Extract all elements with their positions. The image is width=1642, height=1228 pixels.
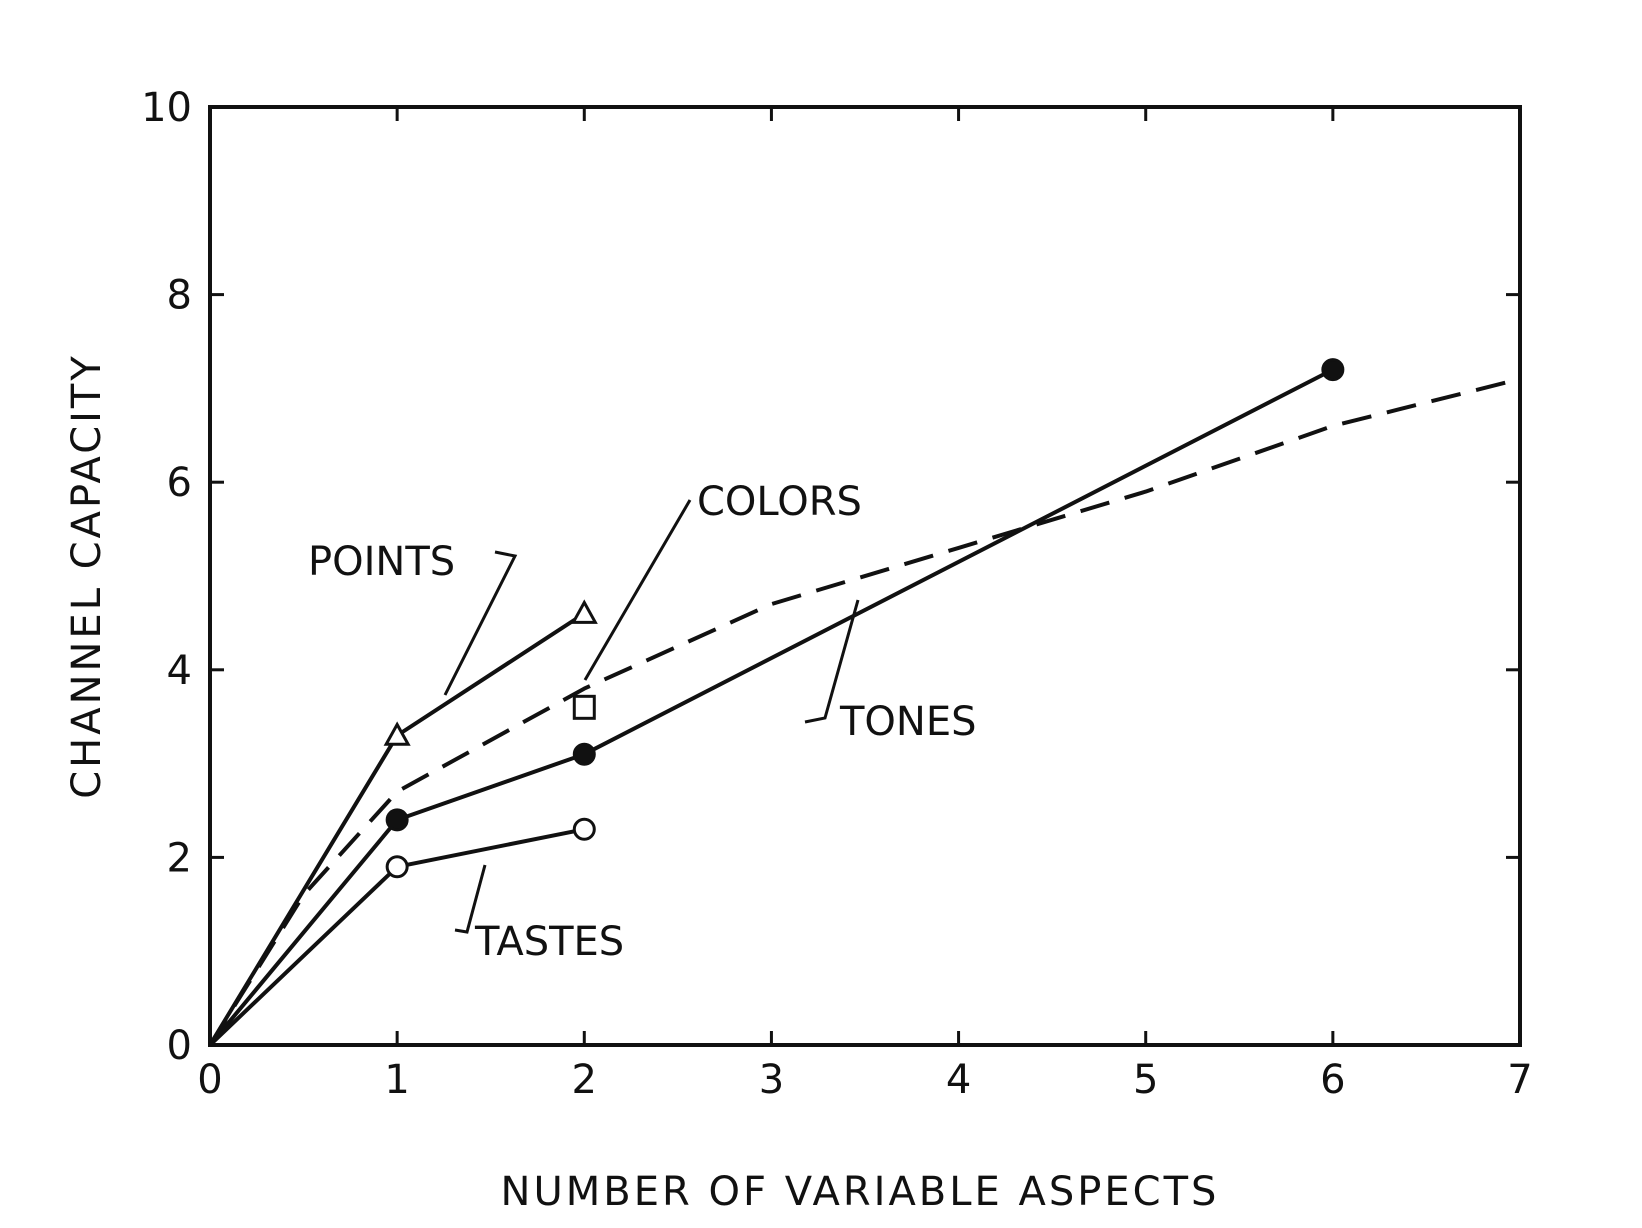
series-line-trend [208, 377, 1521, 1047]
x-tick-label-4: 4 [946, 1057, 971, 1103]
y-axis-ticks: 0 2 4 6 8 10 [141, 85, 1520, 1069]
annotation-colors: COLORS [697, 479, 862, 525]
point-points-1 [383, 721, 411, 746]
series-line-tones [208, 367, 1334, 1047]
point-tones-1 [385, 808, 409, 832]
series-layer [208, 358, 1521, 1047]
annotation-tones: TONES [839, 699, 977, 745]
point-tastes-2 [572, 817, 596, 841]
y-tick-label-1: 2 [167, 835, 192, 881]
y-tick-label-4: 8 [167, 273, 192, 319]
plot-frame [208, 105, 1522, 1047]
leader-points [443, 550, 518, 696]
x-tick-label-1: 1 [384, 1057, 409, 1103]
x-axis-ticks: 0 1 2 3 4 5 6 7 [197, 107, 1533, 1103]
y-tick-label-3: 6 [167, 460, 192, 506]
x-axis-title: NUMBER OF VARIABLE ASPECTS [501, 1169, 1220, 1215]
y-axis-title: CHANNEL CAPACITY [64, 353, 110, 799]
y-tick-label-5: 10 [141, 85, 192, 131]
x-tick-label-6: 6 [1320, 1057, 1345, 1103]
annotation-tastes: TASTES [474, 919, 624, 965]
leader-tastes [454, 864, 487, 934]
x-tick-label-2: 2 [572, 1057, 597, 1103]
x-tick-label-7: 7 [1507, 1057, 1532, 1103]
point-tastes-1 [385, 855, 409, 879]
y-tick-label-0: 0 [167, 1023, 192, 1069]
x-tick-label-3: 3 [759, 1057, 784, 1103]
point-tones-3 [1321, 358, 1345, 382]
leader-tones [804, 599, 860, 724]
annotation-points: POINTS [308, 539, 455, 585]
leader-colors [583, 499, 692, 681]
point-tones-2 [572, 742, 596, 766]
annotation-layer: POINTS COLORS TONES TASTES [308, 479, 977, 965]
point-points-2 [570, 599, 598, 624]
point-colors-0 [572, 694, 596, 720]
y-tick-label-2: 4 [167, 648, 192, 694]
x-tick-label-0: 0 [197, 1057, 222, 1103]
x-tick-label-5: 5 [1133, 1057, 1158, 1103]
